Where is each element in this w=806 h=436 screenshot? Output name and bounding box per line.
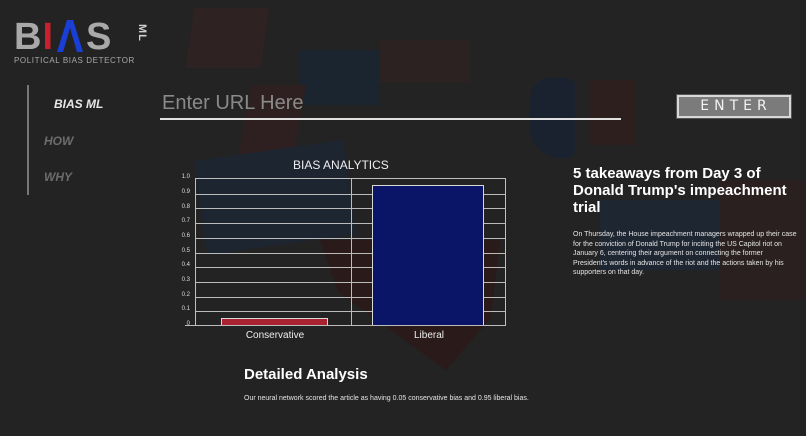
bias-bar-chart — [195, 178, 506, 325]
bar-liberal — [372, 185, 484, 325]
y-tick: 0.8 — [181, 204, 190, 210]
gridline — [196, 237, 505, 239]
logo-letter-i: I — [42, 16, 55, 58]
nav-item-why[interactable]: WHY — [44, 170, 72, 184]
analysis-text: Our neural network scored the article as… — [244, 395, 529, 402]
nav-item-bias-ml[interactable]: BIAS ML — [54, 97, 104, 111]
y-tick: 0.4 — [181, 262, 190, 268]
gridline — [196, 208, 505, 210]
logo-ml-suffix: ML — [136, 24, 148, 42]
logo-letter-s: S — [86, 16, 113, 58]
brand-logo[interactable]: B I S ML POLITICAL BIAS DETECTOR — [14, 16, 148, 66]
y-tick: 0.2 — [181, 292, 190, 298]
logo-letter-b: B — [14, 16, 43, 58]
y-tick: 0 — [186, 321, 190, 327]
analysis-heading: Detailed Analysis — [244, 366, 368, 383]
y-tick: 0.5 — [181, 248, 190, 254]
y-tick: 0.9 — [181, 189, 190, 195]
y-tick: 0.1 — [181, 306, 190, 312]
gridline — [196, 267, 505, 269]
gridline — [196, 296, 505, 298]
gridline — [196, 252, 505, 254]
url-input[interactable] — [160, 89, 621, 120]
gridline — [196, 281, 505, 283]
x-axis-line — [185, 325, 506, 326]
bar-conservative — [221, 317, 328, 325]
gridline — [196, 223, 505, 225]
enter-button[interactable]: ENTER — [677, 95, 791, 118]
article-title: 5 takeaways from Day 3 of Donald Trump's… — [573, 165, 787, 216]
x-label-liberal: Liberal — [413, 330, 445, 341]
y-tick: 0.3 — [181, 277, 190, 283]
side-nav: BIAS ML HOW WHY — [27, 85, 103, 195]
article-summary: On Thursday, the House impeachment manag… — [573, 231, 797, 276]
gridline — [196, 193, 505, 195]
x-label-conservative: Conservative — [245, 330, 305, 341]
y-tick: 1.0 — [181, 174, 190, 180]
logo-wordmark: B I S — [14, 16, 113, 58]
nav-item-how[interactable]: HOW — [44, 134, 74, 148]
logo-letter-a — [54, 20, 86, 54]
y-tick: 0.6 — [181, 233, 190, 239]
y-tick: 0.7 — [181, 218, 190, 224]
logo-tagline: POLITICAL BIAS DETECTOR — [14, 56, 135, 65]
category-divider — [351, 179, 352, 325]
gridline — [196, 311, 505, 313]
chart-title: BIAS ANALYTICS — [293, 158, 389, 172]
